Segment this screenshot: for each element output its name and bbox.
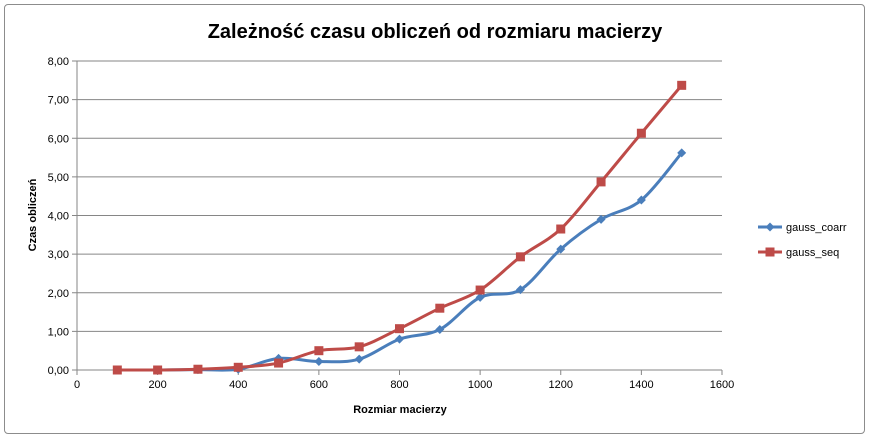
data-point — [153, 365, 163, 375]
data-point — [395, 334, 404, 344]
data-point — [636, 195, 646, 205]
x-tick-label: 1400 — [629, 379, 653, 391]
data-point — [193, 364, 203, 374]
legend-marker — [765, 222, 775, 232]
data-point — [556, 244, 566, 254]
y-tick-label: 1,00 — [48, 326, 69, 338]
x-axis-title: Rozmiar macierzy — [353, 404, 447, 416]
legend-marker — [765, 247, 775, 257]
x-tick-label: 1200 — [549, 379, 573, 391]
legend-item-gauss_coarr: gauss_coarr — [758, 222, 847, 234]
y-tick-label: 5,00 — [48, 172, 69, 184]
data-point — [112, 365, 122, 375]
data-point — [677, 80, 687, 90]
data-point — [475, 285, 485, 295]
x-tick-label: 0 — [74, 379, 80, 391]
data-point — [314, 357, 324, 367]
data-point — [556, 224, 566, 234]
y-tick-label: 3,00 — [48, 249, 69, 261]
data-point — [314, 346, 324, 356]
x-tick-label: 1600 — [710, 379, 734, 391]
x-tick-labels: 0 200 400 600 800 1000 1200 1400 1600 — [74, 379, 734, 391]
y-axis-title: Czas obliczeń — [27, 178, 39, 251]
legend-label: gauss_seq — [786, 247, 839, 259]
series-group — [112, 80, 687, 375]
data-point — [515, 285, 525, 295]
y-tick-labels: 0,00 1,00 2,00 3,00 4,00 5,00 6,00 7,00 8,00 — [48, 56, 69, 377]
data-point — [596, 177, 606, 187]
x-tick-label: 600 — [310, 379, 328, 391]
x-tick-label: 800 — [390, 379, 408, 391]
y-tick-label: 8,00 — [48, 56, 69, 68]
data-point — [475, 292, 485, 302]
y-tick-label: 6,00 — [48, 133, 69, 145]
y-tick-label: 0,00 — [48, 365, 69, 377]
chart-title: Zależność czasu obliczeń od rozmiaru mac… — [208, 21, 663, 43]
x-tick-label: 400 — [229, 379, 247, 391]
data-point — [274, 358, 284, 368]
data-point — [233, 362, 243, 372]
y-tick-label: 2,00 — [48, 288, 69, 300]
data-point — [395, 324, 404, 334]
y-tick-label: 4,00 — [48, 211, 69, 223]
data-point — [354, 342, 364, 352]
series-gauss_seq — [112, 80, 687, 375]
chart-frame — [4, 4, 865, 434]
y-tick-label: 7,00 — [48, 95, 69, 107]
data-point — [636, 128, 646, 138]
data-point — [677, 148, 687, 158]
data-point — [435, 324, 445, 334]
legend-label: gauss_coarr — [786, 222, 847, 234]
data-point — [435, 303, 445, 313]
data-point — [515, 252, 525, 262]
data-point — [596, 214, 606, 224]
gridlines — [77, 60, 722, 332]
data-point — [354, 354, 364, 364]
x-tick-label: 1000 — [468, 379, 492, 391]
legend-item-gauss_seq: gauss_seq — [758, 247, 839, 259]
x-tick-label: 200 — [148, 379, 166, 391]
legend: gauss_coarr gauss_seq — [758, 222, 847, 259]
